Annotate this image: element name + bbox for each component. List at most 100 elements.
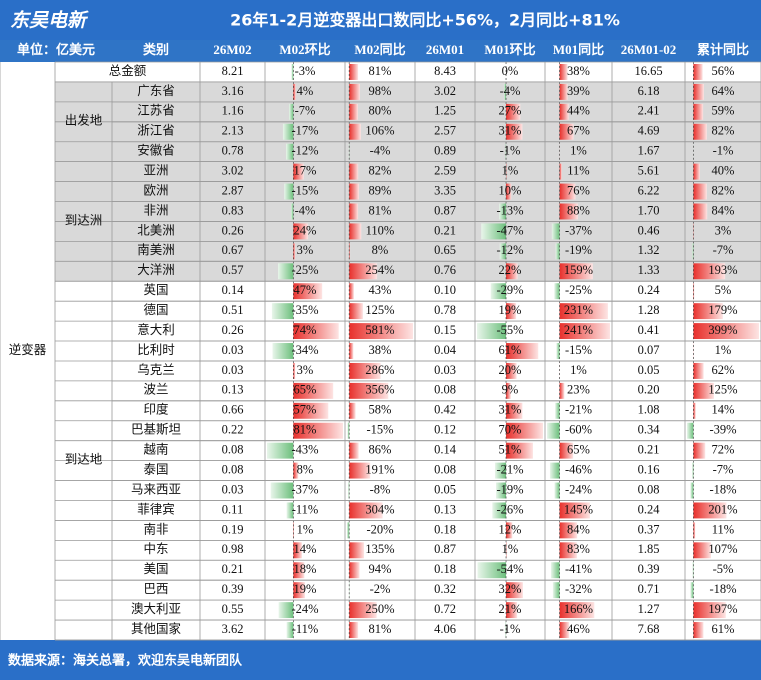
category-label: 安徽省 — [137, 143, 175, 158]
category-label: 乌克兰 — [137, 362, 175, 377]
cell-value: 8% — [372, 243, 389, 257]
data-bar — [692, 462, 694, 479]
cell-value: 81% — [369, 203, 392, 217]
cell-value: 82% — [712, 183, 735, 197]
data-bar — [693, 163, 700, 180]
data-bar — [693, 323, 759, 340]
cell-value: -4% — [370, 144, 391, 158]
data-bar — [291, 64, 294, 80]
cell-value: 88% — [567, 203, 590, 217]
cell-value: 70% — [499, 423, 522, 437]
data-bar — [506, 442, 533, 459]
cell-value: 6.18 — [638, 84, 660, 98]
column-header: 26M02 — [213, 42, 251, 57]
cell-value: 10% — [499, 183, 522, 197]
category-label: 马来西亚 — [131, 482, 181, 496]
cell-value: -41% — [565, 562, 592, 576]
cell-value: 0.08 — [434, 462, 456, 476]
data-bar — [293, 402, 329, 419]
cell-value: 5.61 — [638, 163, 660, 177]
data-bar — [550, 562, 560, 579]
cell-value: 0.32 — [434, 582, 456, 596]
cell-value: 241% — [564, 323, 593, 337]
cell-value: 43% — [369, 283, 392, 297]
cell-value: 81% — [369, 64, 392, 78]
cell-value: 0.21 — [434, 223, 456, 237]
data-bar — [349, 362, 381, 379]
cell-value: 0.87 — [434, 203, 456, 217]
data-bar — [349, 83, 360, 100]
data-bar — [559, 163, 562, 180]
cell-value: 201% — [708, 502, 737, 516]
data-bar — [289, 103, 294, 120]
cell-value: 11% — [712, 522, 734, 536]
category-label: 欧洲 — [143, 183, 168, 197]
cell-value: 67% — [567, 124, 590, 138]
data-bar — [349, 323, 413, 340]
data-bar — [693, 602, 726, 619]
cell-value: 22% — [499, 263, 522, 277]
data-bar — [693, 123, 707, 140]
cell-value: 89% — [369, 183, 392, 197]
cell-value: 6.22 — [638, 183, 660, 197]
cell-value: -11% — [292, 502, 319, 516]
data-bar — [286, 622, 294, 638]
cell-value: 9% — [502, 383, 519, 397]
cell-value: 399% — [708, 323, 737, 337]
category-label: 广东省 — [137, 84, 175, 98]
data-bar — [267, 442, 294, 459]
cell-value: 31% — [499, 403, 522, 417]
category-label: 巴西 — [143, 582, 168, 596]
logo: 东吴电新 — [10, 10, 89, 32]
cell-value: -55% — [496, 323, 523, 337]
category-label: 浙江省 — [137, 123, 175, 138]
cell-value: -2% — [370, 582, 391, 596]
cell-value: 0.08 — [434, 383, 456, 397]
category-label: 江苏省 — [137, 103, 175, 118]
data-bar — [503, 83, 507, 100]
data-bar — [559, 382, 565, 399]
cell-value: 0.05 — [638, 363, 660, 377]
data-bar — [477, 323, 507, 340]
data-bar — [506, 183, 512, 200]
data-bar — [693, 622, 704, 638]
cell-value: 0.22 — [222, 423, 244, 437]
data-bar — [293, 362, 296, 379]
data-bar — [506, 582, 523, 599]
cell-value: 3.16 — [222, 84, 244, 98]
cell-value: 39% — [567, 84, 590, 98]
cell-value: 0.57 — [222, 263, 244, 277]
cell-value: -7% — [295, 104, 316, 118]
cell-value: 0.21 — [638, 443, 660, 457]
cell-value: -37% — [291, 482, 318, 496]
data-bar — [286, 502, 294, 519]
data-bar — [271, 303, 294, 320]
cell-value: 0.15 — [434, 323, 456, 337]
cell-value: -29% — [496, 283, 523, 297]
cell-value: 65% — [567, 443, 590, 457]
cell-value: 0.11 — [222, 502, 243, 516]
cell-value: 0.89 — [434, 144, 456, 158]
cell-value: 1% — [502, 163, 519, 177]
data-bar — [293, 223, 309, 240]
cell-value: 286% — [365, 363, 394, 377]
data-bar — [293, 582, 305, 599]
category-label: 德国 — [143, 302, 168, 317]
data-bar — [693, 283, 695, 300]
data-bar — [690, 582, 694, 599]
data-bar — [349, 542, 365, 559]
data-bar — [293, 283, 323, 300]
cell-value: -4% — [295, 203, 316, 217]
data-bar — [496, 482, 507, 499]
cell-value: -21% — [565, 403, 592, 417]
cell-value: -11% — [292, 622, 319, 636]
cell-value: 12% — [499, 522, 522, 536]
cell-value: 18% — [294, 562, 317, 576]
cell-value: 57% — [294, 403, 317, 417]
cell-value: 65% — [294, 383, 317, 397]
data-bar — [349, 622, 359, 638]
data-bar — [349, 303, 363, 320]
cell-value: 1.32 — [638, 243, 660, 257]
cell-value: 1.08 — [638, 403, 660, 417]
cell-value: 3% — [715, 223, 732, 237]
